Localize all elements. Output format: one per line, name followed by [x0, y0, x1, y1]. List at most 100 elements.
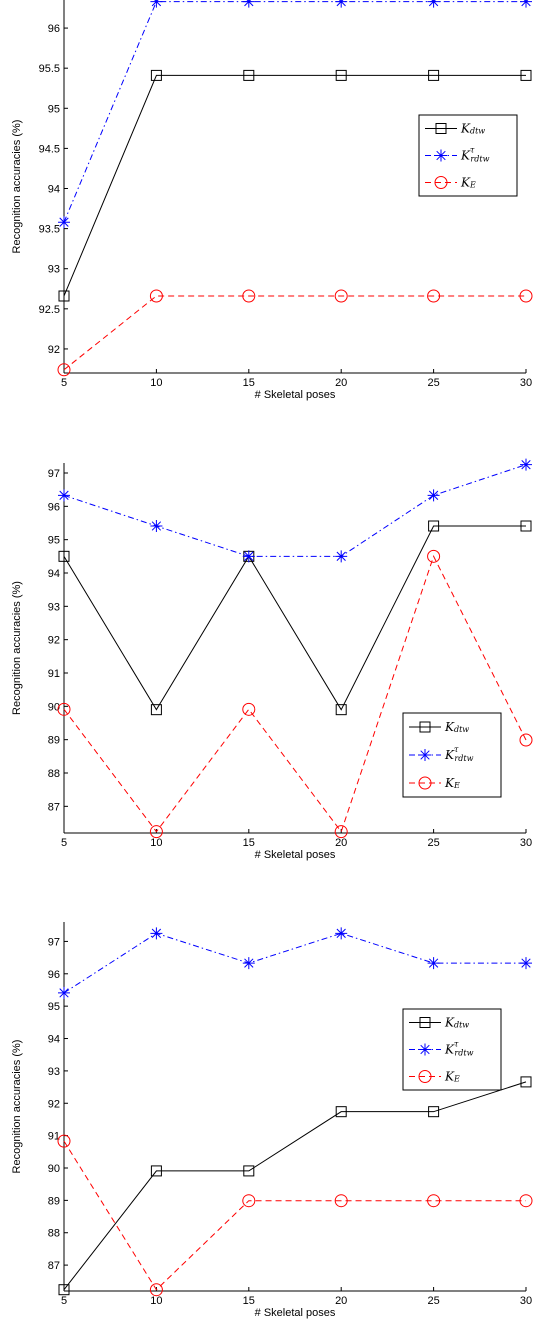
x-tick-label: 25 — [427, 837, 439, 849]
series-line — [63, 1, 526, 223]
y-tick-label: 92 — [48, 344, 60, 356]
x-tick-label: 30 — [520, 1295, 532, 1307]
chart-1: 5 10 15 20 25 30 92 92.5 93 93.5 94 94.5 95 95.5 96 # S… — [11, 0, 533, 401]
data-point — [427, 1194, 441, 1208]
series-line — [63, 1140, 526, 1291]
y-tick-label: 96 — [48, 969, 60, 981]
y-tick-label: 90 — [48, 1163, 60, 1175]
legend-marker — [419, 749, 431, 761]
y-tick-label: 94.5 — [39, 143, 60, 155]
y-tick-label: 96 — [48, 23, 60, 35]
x-tick-label: 5 — [61, 1295, 67, 1307]
y-tick-label: 95.5 — [39, 63, 60, 75]
series-1 — [58, 69, 532, 302]
y-tick-label: 96 — [48, 501, 60, 513]
data-point — [243, 69, 255, 81]
y-tick-label: 97 — [48, 468, 60, 480]
legend: Kdtw Kτ rdtw KE — [418, 114, 518, 197]
data-point — [334, 825, 348, 839]
data-point — [58, 216, 70, 229]
y-tick-label: 94 — [48, 184, 60, 196]
x-tick-label: 15 — [243, 837, 255, 849]
legend-label-3: KE — [444, 776, 460, 791]
data-point — [150, 704, 162, 716]
legend: Kdtw Kτ rdtw KE — [402, 712, 502, 798]
y-tick-label: 93 — [48, 1066, 60, 1078]
data-point — [149, 1283, 163, 1297]
data-point — [242, 1194, 256, 1208]
legend-marker — [435, 149, 447, 162]
data-point — [428, 520, 440, 532]
y-axis-title: Recognition accuracies (%) — [11, 120, 23, 254]
data-point — [519, 289, 533, 303]
chart-3: 5 10 15 20 25 30 87 88 89 90 91 92 93 94 95 96 97 # Skele… — [11, 922, 533, 1319]
data-point — [57, 1134, 71, 1148]
legend-label-1: Kdtw — [460, 121, 485, 136]
data-point — [335, 1106, 347, 1118]
y-tick-label: 87 — [48, 1260, 60, 1272]
data-point — [334, 289, 348, 303]
data-point — [335, 927, 348, 940]
y-tick-label: 94 — [48, 1034, 60, 1046]
series-3 — [57, 289, 533, 377]
x-tick-label: 15 — [243, 377, 255, 389]
x-tick-label: 25 — [427, 377, 439, 389]
x-axis-title: # Skeletal poses — [255, 849, 336, 861]
y-axis-title: Recognition accuracies (%) — [11, 1040, 23, 1174]
y-tick-label: 92 — [48, 635, 60, 647]
data-point — [520, 957, 532, 970]
y-tick-label: 93 — [48, 264, 60, 276]
y-tick-label: 89 — [48, 735, 60, 747]
legend-marker — [435, 123, 447, 134]
y-tick-label: 95 — [48, 103, 60, 115]
x-tick-label: 5 — [61, 377, 67, 389]
y-tick-label: 94 — [48, 568, 60, 580]
legend-marker — [419, 1017, 431, 1028]
x-tick-label: 30 — [520, 377, 532, 389]
x-tick-label: 5 — [61, 837, 67, 849]
series-line — [63, 555, 527, 833]
legend-label-1: Kdtw — [444, 1015, 469, 1030]
series-line — [63, 464, 527, 557]
data-point — [57, 702, 71, 716]
data-point — [58, 489, 70, 502]
data-point — [150, 1165, 162, 1177]
y-tick-label: 93.5 — [39, 224, 60, 236]
x-tick-label: 30 — [520, 837, 532, 849]
series-line — [63, 74, 526, 297]
legend-label-3: KE — [460, 175, 476, 190]
y-tick-label: 89 — [48, 1195, 60, 1207]
x-tick-label: 10 — [150, 837, 162, 849]
series-3 — [57, 549, 533, 839]
series-1 — [58, 1076, 532, 1296]
series-line — [63, 1081, 527, 1291]
data-point — [58, 1284, 70, 1296]
y-tick-label: 93 — [48, 601, 60, 613]
data-point — [428, 1106, 440, 1118]
series-2 — [58, 458, 532, 563]
data-point — [335, 69, 347, 81]
x-tick-label: 20 — [335, 837, 347, 849]
data-point — [150, 0, 163, 8]
x-tick-label: 10 — [150, 377, 162, 389]
y-tick-label: 88 — [48, 768, 60, 780]
data-point — [58, 550, 70, 562]
data-point — [335, 704, 347, 716]
data-point — [58, 290, 70, 302]
legend-label-1: Kdtw — [444, 720, 469, 735]
data-point — [427, 0, 440, 8]
series-line — [63, 525, 526, 711]
legend-marker — [418, 1070, 432, 1083]
data-point — [150, 69, 162, 81]
data-point — [243, 1165, 255, 1177]
y-tick-label: 95 — [48, 1001, 60, 1013]
y-tick-label: 92.5 — [39, 304, 60, 316]
legend-marker — [419, 721, 431, 733]
y-tick-label: 95 — [48, 535, 60, 547]
data-point — [335, 550, 348, 563]
data-point — [242, 957, 255, 970]
data-point — [242, 702, 256, 716]
data-point — [428, 69, 440, 81]
data-point — [427, 549, 441, 563]
